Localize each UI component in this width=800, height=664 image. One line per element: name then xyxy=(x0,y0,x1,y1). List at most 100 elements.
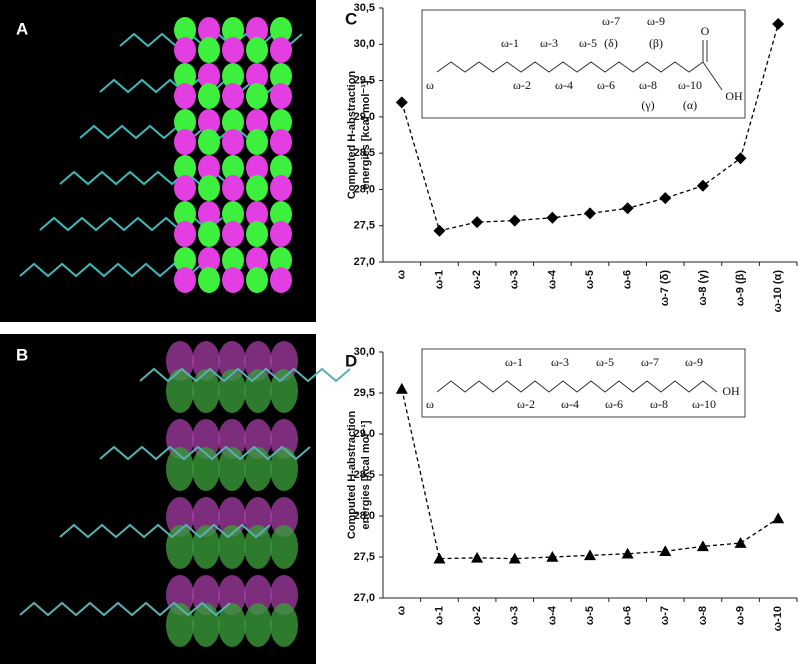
orbital xyxy=(198,17,220,43)
y-tick-label: 29,5 xyxy=(354,387,375,399)
marker xyxy=(696,540,709,552)
orbital xyxy=(270,201,292,227)
y-tick-label: 29,0 xyxy=(354,111,375,123)
panel-label: C xyxy=(345,9,357,28)
panel-label: D xyxy=(345,351,357,370)
orbital xyxy=(174,37,196,63)
orbital xyxy=(222,37,244,63)
marker xyxy=(734,537,747,548)
inset-label: ω-3 xyxy=(540,36,558,50)
x-tick-label: ω-8 xyxy=(697,606,709,625)
y-tick-label: 30,0 xyxy=(354,38,375,50)
orbital xyxy=(246,175,268,201)
x-tick-label: ω-9 xyxy=(734,606,746,625)
orbital xyxy=(192,603,220,647)
x-tick-label: ω-10 (α) xyxy=(772,270,784,313)
x-tick-label: ω-9 (β) xyxy=(734,270,746,307)
y-tick-label: 27,5 xyxy=(354,220,375,232)
x-tick-label: ω-7 xyxy=(659,606,671,625)
orbital xyxy=(174,109,196,135)
orbital xyxy=(270,525,298,569)
marker xyxy=(546,551,559,562)
orbital xyxy=(270,603,298,647)
marker xyxy=(621,202,634,215)
marker xyxy=(772,512,785,524)
molecule-b xyxy=(19,341,351,647)
orbital xyxy=(218,525,246,569)
inset-label: ω-4 xyxy=(555,78,573,92)
inset-label: ω-6 xyxy=(605,397,623,411)
inset-label: ω-9 xyxy=(685,355,703,369)
orbital xyxy=(198,201,220,227)
y-tick-label: 30,5 xyxy=(354,2,375,14)
orbital xyxy=(218,447,246,491)
inset-label: ω-4 xyxy=(561,397,579,411)
marker xyxy=(471,551,484,563)
orbital xyxy=(222,63,244,89)
orbital xyxy=(222,129,244,155)
orbital xyxy=(174,267,196,293)
y-tick-label: 29,5 xyxy=(354,74,375,86)
orbital xyxy=(222,221,244,247)
y-tick-label: 27,5 xyxy=(354,551,375,563)
orbital xyxy=(222,247,244,273)
inset-label: (δ) xyxy=(604,36,618,50)
marker xyxy=(508,214,521,227)
orbital xyxy=(218,575,246,615)
bond xyxy=(19,262,203,278)
orbital xyxy=(192,369,220,413)
inset-label: ω-2 xyxy=(513,78,531,92)
orbital xyxy=(246,129,268,155)
inset-label: ω-9 xyxy=(647,14,665,28)
x-tick-label: ω-1 xyxy=(433,606,445,625)
orbital xyxy=(246,201,268,227)
chain xyxy=(436,61,704,73)
inset-label: ω-1 xyxy=(505,355,523,369)
orbital xyxy=(222,201,244,227)
orbital xyxy=(174,63,196,89)
x-tick-label: ω xyxy=(396,270,408,279)
orbital xyxy=(270,369,298,413)
inset-label: (α) xyxy=(683,98,697,112)
y-axis-label: energies [kcal mol⁻¹] xyxy=(360,80,372,189)
y-axis-label: Computed H-abstraction xyxy=(346,71,358,200)
orbital xyxy=(270,175,292,201)
orbital xyxy=(174,221,196,247)
orbital xyxy=(246,17,268,43)
marker xyxy=(546,211,559,224)
inset-label: O xyxy=(701,24,710,38)
y-tick-label: 27,0 xyxy=(354,256,375,268)
inset-label: (γ) xyxy=(641,98,654,112)
orbital xyxy=(246,221,268,247)
orbital xyxy=(174,175,196,201)
orbital xyxy=(244,575,272,615)
inset-label: ω-5 xyxy=(579,36,597,50)
orbital xyxy=(270,83,292,109)
orbital xyxy=(166,525,194,569)
orbital xyxy=(270,37,292,63)
panel-label: A xyxy=(16,19,28,38)
orbital xyxy=(174,155,196,181)
orbital xyxy=(198,155,220,181)
bond xyxy=(139,367,351,383)
orbital xyxy=(270,497,298,537)
orbital xyxy=(246,247,268,273)
orbital xyxy=(198,83,220,109)
orbital xyxy=(218,369,246,413)
inset-label: ω-8 xyxy=(639,78,657,92)
marker xyxy=(584,207,596,220)
orbital xyxy=(270,247,292,273)
orbital xyxy=(198,221,220,247)
x-tick-label: ω-1 xyxy=(433,270,445,289)
inset-label: ω-2 xyxy=(517,397,535,411)
orbital xyxy=(198,63,220,89)
y-tick-label: 28,5 xyxy=(354,147,375,159)
marker xyxy=(395,96,408,109)
inset-label: ω-3 xyxy=(551,355,569,369)
y-tick-label: 28,5 xyxy=(354,469,375,481)
orbital xyxy=(222,17,244,43)
inset-label: ω-10 xyxy=(692,397,716,411)
marker xyxy=(621,547,634,559)
orbital xyxy=(246,155,268,181)
